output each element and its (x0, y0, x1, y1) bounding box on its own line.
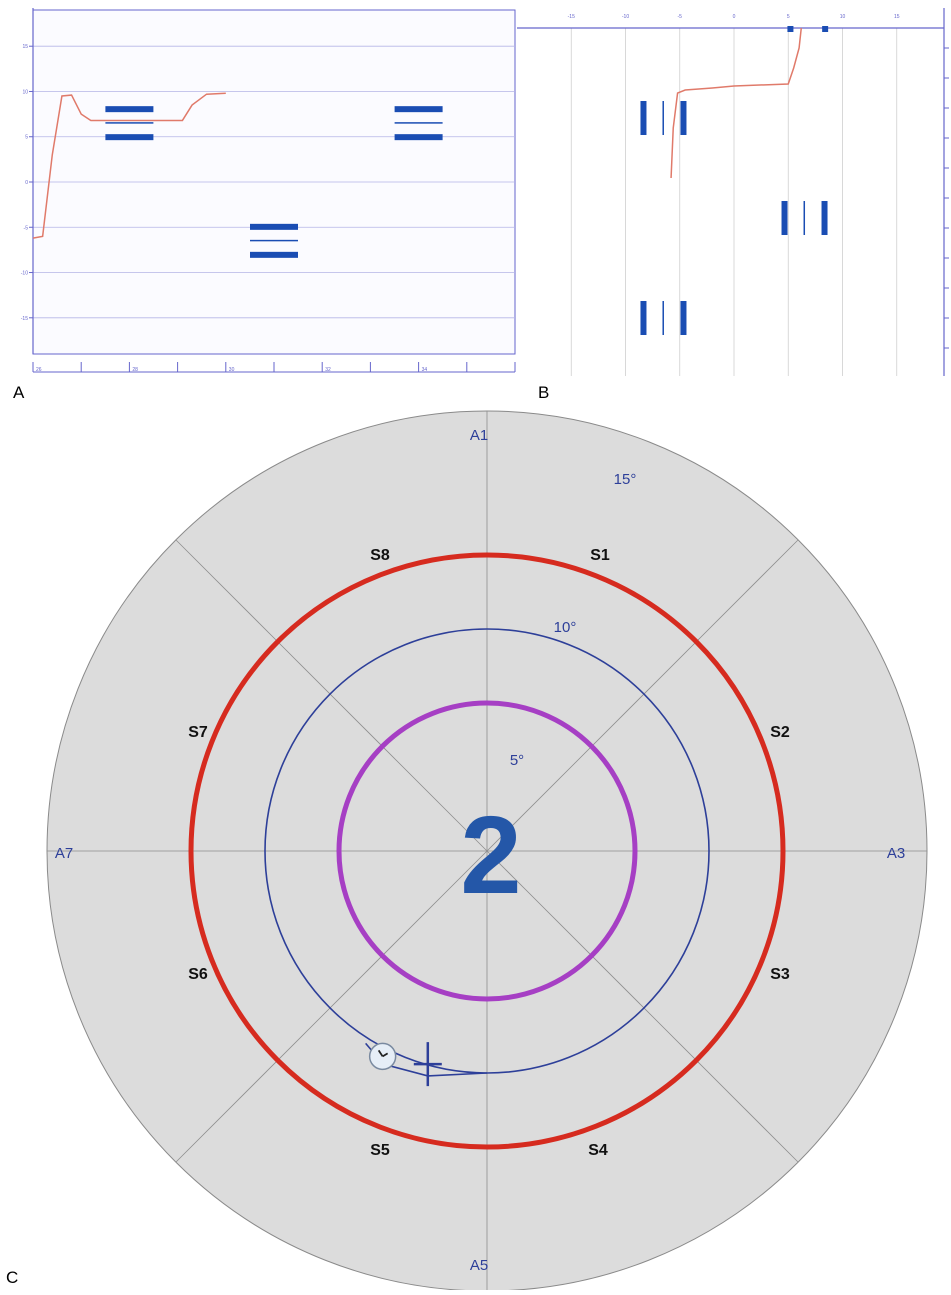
target-marker-bar (394, 122, 443, 124)
sector-label: S1 (590, 547, 610, 564)
panel-b-chart: -15 -10 -5 0 5 10 15 (517, 8, 951, 379)
x-tick-label: 26 (36, 367, 42, 373)
x-tick-label: 5 (787, 14, 790, 20)
target-marker-bar (680, 101, 687, 135)
panel-c-polar-chart: 5° 10° 15° A1 A3 A5 A7 S1 S2 S3 S4 S5 S6 S7 S8 2 (0, 392, 951, 1292)
radial-line (486, 850, 799, 1163)
target-marker (250, 223, 298, 258)
y-tick-label: -15 (21, 316, 28, 322)
panel-c-letter: C (6, 1268, 19, 1287)
sector-label: S5 (370, 1142, 390, 1159)
axis-label: A3 (887, 845, 905, 862)
sector-label: S4 (588, 1142, 608, 1159)
gaze-trace-line (32, 92, 226, 239)
target-marker (640, 301, 687, 335)
x-tick-label: 32 (325, 367, 331, 373)
axis-label: A5 (470, 1257, 488, 1274)
clock-hand (382, 1052, 389, 1058)
target-marker-bar (640, 301, 647, 335)
sector-label: S3 (770, 966, 790, 983)
target-marker-bar (394, 134, 443, 141)
x-tick-label: 34 (422, 367, 428, 373)
y-tick-label: -5 (24, 225, 29, 231)
axis-label: A1 (470, 427, 488, 444)
eccentricity-ring (336, 700, 638, 1002)
target-marker-bar (105, 134, 154, 141)
target-marker-bar (394, 106, 443, 113)
sector-label: S8 (370, 547, 390, 564)
axis-label: A7 (55, 845, 73, 862)
target-marker (105, 106, 154, 141)
clock-hand (377, 1049, 384, 1057)
x-tick-label: 10 (840, 14, 846, 20)
ring-label: 10° (554, 619, 577, 636)
gaze-trace-line (670, 27, 803, 179)
target-marker (394, 106, 443, 141)
panel-b-letter: B (538, 383, 550, 402)
axis-marker (787, 26, 794, 32)
target-marker-bar (781, 201, 788, 235)
ring-label: 5° (510, 752, 524, 769)
x-tick-label: 0 (733, 14, 736, 20)
x-tick-label: 15 (894, 14, 900, 20)
ring-label: 15° (614, 471, 637, 488)
panel-b-plot: -15 -10 -5 0 5 10 15 (517, 8, 951, 379)
target-marker-bar (250, 223, 298, 230)
target-marker-bar (105, 122, 154, 124)
x-tick-label: 28 (132, 367, 138, 373)
radial-line (486, 539, 799, 852)
target-marker-bar (640, 101, 647, 135)
axis-marker (822, 26, 829, 32)
x-tick-label: -15 (568, 14, 575, 20)
x-tick-label: -10 (622, 14, 629, 20)
target-marker-bar (680, 301, 687, 335)
sector-label: S7 (188, 724, 208, 741)
y-tick-label: 10 (22, 89, 28, 95)
target-marker-bar (662, 301, 664, 335)
target-marker-bar (821, 201, 828, 235)
panel-a-letter: A (13, 383, 25, 402)
target-marker-bar (803, 201, 806, 235)
center-number-label: 2 (460, 794, 521, 917)
radial-line (175, 539, 488, 852)
radial-line (175, 850, 488, 1163)
target-marker-bar (105, 106, 154, 113)
sector-label: S6 (188, 966, 208, 983)
target-marker (781, 201, 828, 235)
y-tick-label: 5 (25, 135, 28, 141)
x-tick-label: -5 (678, 14, 683, 20)
target-marker-bar (250, 251, 298, 258)
target-marker-bar (662, 101, 664, 135)
x-tick-label: 30 (229, 367, 235, 373)
clock-icon (368, 1042, 397, 1071)
y-tick-label: -10 (21, 271, 28, 277)
sector-label: S2 (770, 724, 790, 741)
y-tick-label: 0 (25, 180, 28, 186)
target-marker-bar (250, 239, 298, 242)
eccentricity-ring (188, 552, 786, 1150)
panel-c-plot: 5° 10° 15° A1 A3 A5 A7 S1 S2 S3 S4 S5 S6 S7 S8 2 (46, 410, 928, 1292)
target-marker (640, 101, 687, 135)
y-tick-label: 15 (22, 44, 28, 50)
crosshair-icon (413, 1042, 442, 1087)
